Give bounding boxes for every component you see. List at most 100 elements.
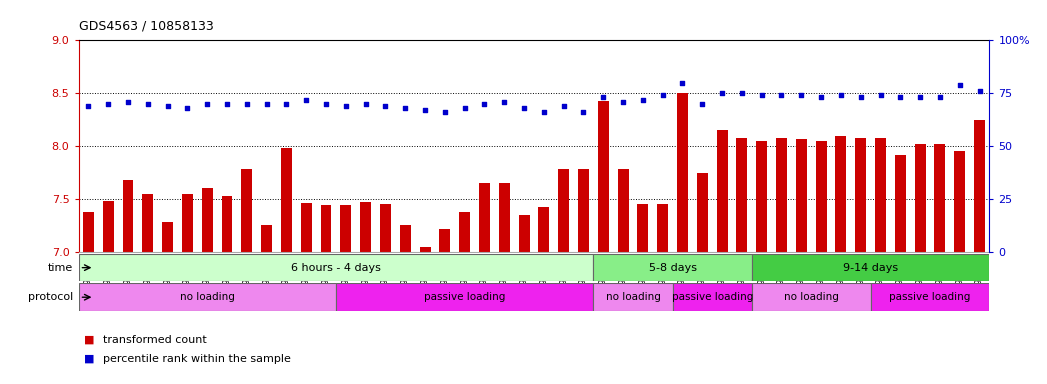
Bar — [816, 141, 826, 252]
Bar — [222, 196, 232, 252]
Text: passive loading: passive loading — [889, 292, 971, 302]
Point — [239, 101, 255, 107]
Bar — [658, 204, 668, 252]
Point — [753, 92, 770, 98]
Point — [139, 101, 156, 107]
Bar — [103, 201, 114, 252]
Point — [397, 105, 414, 111]
Point — [912, 94, 929, 101]
Bar — [420, 247, 430, 252]
Point — [297, 96, 314, 103]
Point — [99, 101, 116, 107]
Bar — [895, 155, 906, 252]
FancyBboxPatch shape — [336, 283, 594, 311]
FancyBboxPatch shape — [672, 283, 752, 311]
Bar — [954, 151, 965, 252]
Point — [179, 105, 196, 111]
FancyBboxPatch shape — [79, 254, 594, 281]
Point — [159, 103, 176, 109]
Bar — [855, 137, 866, 252]
Text: 6 hours - 4 days: 6 hours - 4 days — [291, 263, 381, 273]
Bar — [558, 169, 570, 252]
Point — [317, 101, 334, 107]
Bar — [281, 148, 292, 252]
Point — [516, 105, 533, 111]
Bar — [796, 139, 807, 252]
FancyBboxPatch shape — [79, 283, 336, 311]
Point — [634, 96, 651, 103]
Bar — [400, 225, 410, 252]
Point — [417, 107, 433, 113]
Bar — [202, 189, 213, 252]
Bar — [320, 205, 332, 252]
Bar — [875, 137, 886, 252]
Point — [437, 109, 453, 115]
Bar — [716, 130, 728, 252]
Bar — [122, 180, 133, 252]
Point — [773, 92, 789, 98]
Point — [793, 92, 809, 98]
Bar — [340, 205, 352, 252]
Point — [456, 105, 473, 111]
Point — [119, 99, 136, 105]
Point — [595, 94, 611, 101]
Bar — [697, 172, 708, 252]
Bar — [736, 137, 748, 252]
Text: passive loading: passive loading — [424, 292, 506, 302]
Point — [734, 90, 751, 96]
Point — [615, 99, 631, 105]
Bar — [162, 222, 173, 252]
Bar — [360, 202, 371, 252]
Bar — [182, 194, 193, 252]
Point — [575, 109, 592, 115]
Text: no loading: no loading — [605, 292, 661, 302]
Point — [337, 103, 354, 109]
Bar — [756, 141, 767, 252]
Bar — [578, 169, 588, 252]
Point — [357, 101, 374, 107]
Bar — [598, 101, 608, 252]
Point — [674, 79, 691, 86]
Point — [555, 103, 572, 109]
Point — [259, 101, 275, 107]
Bar — [440, 228, 450, 252]
Bar — [935, 144, 945, 252]
Bar — [915, 144, 926, 252]
Text: protocol: protocol — [28, 292, 73, 302]
FancyBboxPatch shape — [594, 283, 672, 311]
Bar — [618, 169, 628, 252]
Point — [377, 103, 394, 109]
Bar — [836, 136, 846, 252]
Point — [852, 94, 869, 101]
Point — [694, 101, 711, 107]
FancyBboxPatch shape — [752, 283, 871, 311]
Bar — [498, 183, 510, 252]
Text: percentile rank within the sample: percentile rank within the sample — [103, 354, 290, 364]
Point — [812, 94, 829, 101]
Point — [535, 109, 552, 115]
Bar — [242, 169, 252, 252]
Point — [892, 94, 909, 101]
Bar — [518, 215, 530, 252]
Bar — [300, 203, 312, 252]
Point — [279, 101, 295, 107]
Text: no loading: no loading — [180, 292, 235, 302]
Point — [952, 82, 968, 88]
Text: 5-8 days: 5-8 days — [648, 263, 696, 273]
Bar — [776, 137, 787, 252]
FancyBboxPatch shape — [594, 254, 752, 281]
Point — [654, 92, 671, 98]
Bar — [974, 120, 985, 252]
Point — [219, 101, 236, 107]
Point — [872, 92, 889, 98]
Bar — [480, 183, 490, 252]
Text: time: time — [48, 263, 73, 273]
FancyBboxPatch shape — [752, 254, 989, 281]
Text: no loading: no loading — [784, 292, 839, 302]
Text: 9-14 days: 9-14 days — [843, 263, 898, 273]
Bar — [460, 212, 470, 252]
Bar — [142, 194, 153, 252]
Bar — [538, 207, 550, 252]
Point — [972, 88, 988, 94]
Bar — [677, 93, 688, 252]
